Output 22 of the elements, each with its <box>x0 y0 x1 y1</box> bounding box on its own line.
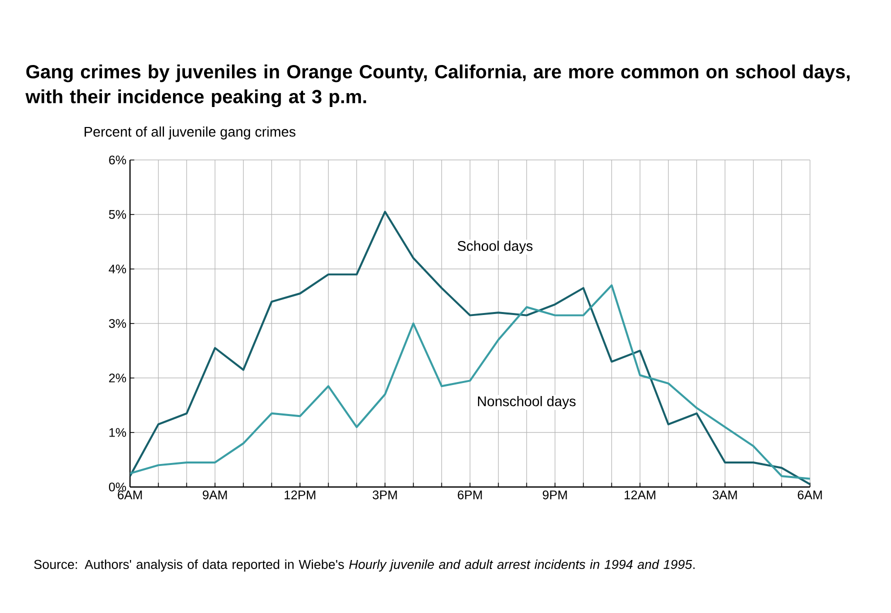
y-tick-label: 1% <box>109 428 126 437</box>
x-tick-label: 12PM <box>284 490 316 500</box>
x-tick-label: 6PM <box>458 490 482 500</box>
y-tick-label: 3% <box>108 319 126 328</box>
text: School days <box>458 240 532 254</box>
x-tick-label: 12AM <box>624 490 656 500</box>
source-note: Source: Authors' analysis of data reported in Wiebe's Hourly juvenile and adult arrest incidents in 1994 and 1995. <box>34 560 695 572</box>
x-tick-label: 6AM <box>118 490 142 500</box>
x-tick-label: 3AM <box>712 490 737 500</box>
y-tick-label: 6% <box>109 156 126 164</box>
chart-title: Gang crimes by juveniles in Orange County, California, are more common on school days, with their incidence peaking at 3 p.m. <box>25 64 850 108</box>
series-label: Nonschool days <box>478 396 576 410</box>
y-tick-label: 2% <box>109 374 126 382</box>
x-tick-label: 3PM <box>372 490 397 500</box>
y-axis-title: Percent of all juvenile gang crimes <box>84 126 296 140</box>
x-tick-label: 9AM <box>202 490 227 500</box>
y-tick-label: 5% <box>108 210 126 219</box>
line-series <box>130 284 810 480</box>
y-tick-label: 0% <box>108 482 126 492</box>
y-tick-label: 4% <box>108 264 126 274</box>
x-tick-label: 9PM <box>542 490 567 500</box>
x-tick-label: 6AM <box>798 490 822 500</box>
